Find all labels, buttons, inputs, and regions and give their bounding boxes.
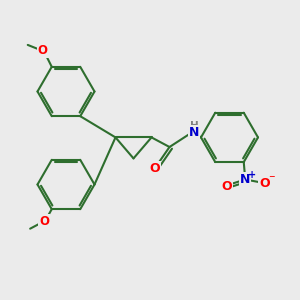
Text: +: +	[248, 170, 256, 180]
Text: O: O	[150, 161, 160, 175]
Text: ⁻: ⁻	[268, 173, 275, 186]
Text: H: H	[190, 121, 199, 131]
Text: O: O	[260, 178, 270, 190]
Text: N: N	[189, 126, 199, 140]
Text: O: O	[39, 215, 49, 228]
Text: O: O	[221, 181, 232, 194]
Text: O: O	[38, 44, 48, 57]
Text: N: N	[240, 173, 250, 186]
